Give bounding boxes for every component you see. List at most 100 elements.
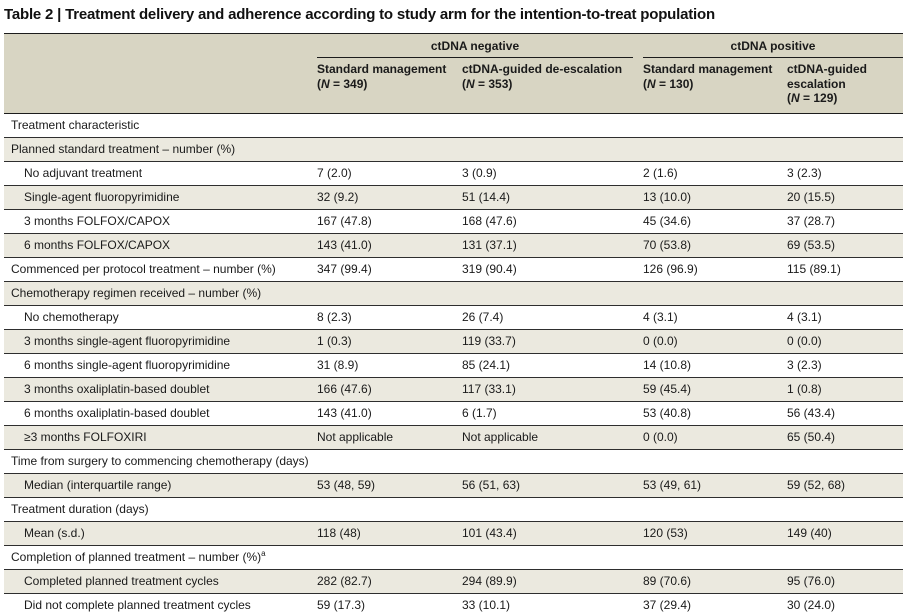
group-header-row: ctDNA negative ctDNA positive bbox=[4, 34, 903, 59]
row-label-cell: Median (interquartile range) bbox=[4, 473, 317, 497]
cell-value: 115 (89.1) bbox=[787, 261, 841, 276]
cell-value: 166 (47.6) bbox=[317, 381, 372, 396]
cell-value: 131 (37.1) bbox=[462, 237, 517, 252]
table-row: Treatment duration (days) bbox=[4, 497, 903, 521]
cell-value: 30 (24.0) bbox=[787, 597, 836, 612]
cell-value: 53 (48, 59) bbox=[317, 477, 376, 492]
table-header: ctDNA negative ctDNA positive Standard m… bbox=[4, 33, 903, 113]
row-label: Completed planned treatment cycles bbox=[24, 573, 219, 588]
cell-value: 7 (2.0) bbox=[317, 165, 352, 180]
column-header-standard-management-negative: Standard management (N = 349) bbox=[317, 58, 462, 113]
cell-value: 1 (0.8) bbox=[787, 381, 822, 396]
cell-value: 0 (0.0) bbox=[787, 333, 822, 348]
table-row: ≥3 months FOLFOXIRI Not applicable Not app… bbox=[4, 425, 903, 449]
cell-value: 95 (76.0) bbox=[787, 573, 836, 588]
cell-value: 3 (2.3) bbox=[787, 165, 822, 180]
row-label-cell: Completion of planned treatment – number… bbox=[4, 545, 903, 569]
row-label: Commenced per protocol treatment – numbe… bbox=[11, 261, 276, 276]
column-n: (N = 353) bbox=[462, 76, 513, 91]
table-row: Did not complete planned treatment cycle… bbox=[4, 593, 903, 615]
row-label-cell: No chemotherapy bbox=[4, 305, 317, 329]
n-symbol: N bbox=[791, 91, 800, 105]
row-label: 6 months single-agent fluoropyrimidine bbox=[24, 357, 231, 372]
row-label-cell: 6 months oxaliplatin-based doublet bbox=[4, 401, 317, 425]
column-header-ctdna-guided-escalation: ctDNA-guided escalation (N = 129) bbox=[787, 58, 903, 113]
table-row: Single-agent fluoropyrimidine 32 (9.2) 51 … bbox=[4, 185, 903, 209]
row-label: ≥3 months FOLFOXIRI bbox=[24, 429, 147, 444]
cell-value: 167 (47.8) bbox=[317, 213, 372, 228]
row-label-cell: Chemotherapy regimen received – number (… bbox=[4, 281, 903, 305]
table-title: Table 2 | Treatment delivery and adheren… bbox=[4, 6, 715, 23]
row-label-cell: 6 months FOLFOX/CAPOX bbox=[4, 233, 317, 257]
table-row: No adjuvant treatment 7 (2.0) 3 (0.9) 2 (1.… bbox=[4, 161, 903, 185]
cell-value: 8 (2.3) bbox=[317, 309, 352, 324]
cell-value: 0 (0.0) bbox=[643, 429, 678, 444]
n-symbol: N bbox=[321, 76, 330, 91]
cell-value: 119 (33.7) bbox=[462, 333, 516, 348]
cell-value: 1 (0.3) bbox=[317, 333, 352, 348]
row-label-cell: 3 months single-agent fluoropyrimidine bbox=[4, 329, 317, 353]
table-row: 3 months FOLFOX/CAPOX 167 (47.8) 168 (47.6… bbox=[4, 209, 903, 233]
row-label: 3 months oxaliplatin-based doublet bbox=[24, 381, 210, 396]
stub-cell bbox=[4, 34, 317, 59]
cell-value: 70 (53.8) bbox=[643, 237, 692, 252]
table-row: Chemotherapy regimen received – number (… bbox=[4, 281, 903, 305]
n-symbol: N bbox=[647, 76, 656, 91]
row-label-cell: Mean (s.d.) bbox=[4, 521, 317, 545]
cell-value: 319 (90.4) bbox=[462, 261, 517, 276]
cell-value: 33 (10.1) bbox=[462, 597, 511, 612]
row-label-cell: Completed planned treatment cycles bbox=[4, 569, 317, 593]
cell-value: 143 (41.0) bbox=[317, 405, 372, 420]
cell-value: 20 (15.5) bbox=[787, 189, 836, 204]
row-label-cell: Time from surgery to commencing chemothe… bbox=[4, 449, 903, 473]
cell-value: 149 (40) bbox=[787, 525, 832, 540]
cell-value: Not applicable bbox=[317, 429, 394, 444]
column-header-standard-management-positive: Standard management (N = 130) bbox=[643, 58, 787, 113]
cell-value: 59 (52, 68) bbox=[787, 477, 846, 492]
table-row: 6 months oxaliplatin-based doublet 143 (4… bbox=[4, 401, 903, 425]
table-row: Planned standard treatment – number (%) bbox=[4, 137, 903, 161]
row-label-cell: Single-agent fluoropyrimidine bbox=[4, 185, 317, 209]
row-label-cell: Treatment duration (days) bbox=[4, 497, 903, 521]
row-label-cell: Did not complete planned treatment cycle… bbox=[4, 593, 317, 615]
table-row: 3 months single-agent fluoropyrimidine 1 … bbox=[4, 329, 903, 353]
row-label: Time from surgery to commencing chemothe… bbox=[11, 453, 309, 468]
table-row: 6 months single-agent fluoropyrimidine 31… bbox=[4, 353, 903, 377]
row-label: Planned standard treatment – number (%) bbox=[11, 141, 236, 156]
row-label: Treatment characteristic bbox=[11, 117, 140, 132]
table-row: Completion of planned treatment – number… bbox=[4, 545, 903, 569]
cell-value: 53 (49, 61) bbox=[643, 477, 702, 492]
row-label: Mean (s.d.) bbox=[24, 525, 85, 540]
cell-value: 45 (34.6) bbox=[643, 213, 692, 228]
row-label: 6 months oxaliplatin-based doublet bbox=[24, 405, 210, 420]
row-label-cell: No adjuvant treatment bbox=[4, 161, 317, 185]
row-label-cell: Commenced per protocol treatment – numbe… bbox=[4, 257, 317, 281]
cell-value: 59 (45.4) bbox=[643, 381, 692, 396]
cell-value: 117 (33.1) bbox=[462, 381, 516, 396]
column-name: Standard management bbox=[317, 62, 447, 76]
cell-value: Not applicable bbox=[462, 429, 539, 444]
table-row: Treatment characteristic bbox=[4, 113, 903, 137]
column-header-row: Standard management (N = 349) ctDNA-guid… bbox=[4, 58, 903, 113]
table-row: Completed planned treatment cycles 282 (8… bbox=[4, 569, 903, 593]
row-label-cell: ≥3 months FOLFOXIRI bbox=[4, 425, 317, 449]
table-row: Median (interquartile range) 53 (48, 59) 5… bbox=[4, 473, 903, 497]
cell-value: 37 (29.4) bbox=[643, 597, 692, 612]
table-row: 3 months oxaliplatin-based doublet 166 (4… bbox=[4, 377, 903, 401]
cell-value: 31 (8.9) bbox=[317, 357, 359, 372]
n-symbol: N bbox=[466, 76, 475, 91]
cell-value: 32 (9.2) bbox=[317, 189, 359, 204]
cell-value: 3 (2.3) bbox=[787, 357, 822, 372]
column-header-ctdna-guided-de-escalation: ctDNA-guided de-escalation (N = 353) bbox=[462, 58, 643, 113]
table-row: Commenced per protocol treatment – numbe… bbox=[4, 257, 903, 281]
cell-value: 14 (10.8) bbox=[643, 357, 692, 372]
row-label: No adjuvant treatment bbox=[24, 165, 143, 180]
cell-value: 101 (43.4) bbox=[462, 525, 517, 540]
group-header-ctdna-negative: ctDNA negative bbox=[317, 34, 643, 58]
cell-value: 282 (82.7) bbox=[317, 573, 372, 588]
cell-value: 126 (96.9) bbox=[643, 261, 698, 276]
row-label: Treatment duration (days) bbox=[11, 501, 149, 516]
column-name: ctDNA-guided escalation bbox=[787, 62, 867, 91]
row-label-cell: Planned standard treatment – number (%) bbox=[4, 137, 903, 161]
